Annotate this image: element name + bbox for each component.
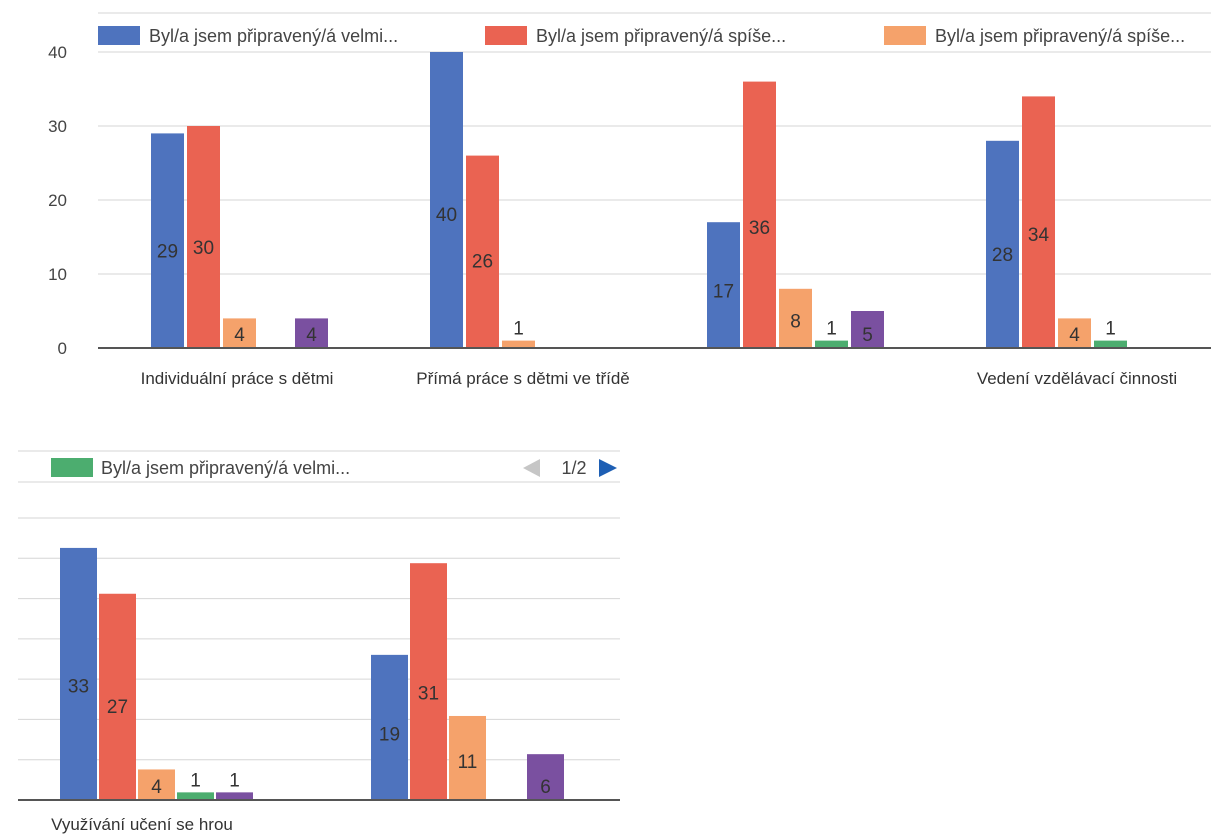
chart-panel-bottom: Byl/a jsem připravený/á velmi... 1/2 33 27 4… — [0, 440, 640, 839]
bar-series-2 — [743, 81, 776, 348]
bar-series-1 — [986, 140, 1019, 348]
y-tick-label: 30 — [48, 117, 67, 136]
legend-label-3: Byl/a jsem připravený/á spíše... — [935, 26, 1185, 46]
bar-series-3 — [502, 340, 535, 348]
data-label: 34 — [1028, 225, 1050, 246]
y-tick-label: 10 — [48, 265, 67, 284]
data-label: 4 — [1069, 325, 1080, 346]
bar-series-2 — [99, 593, 136, 800]
data-label: 30 — [193, 238, 214, 259]
data-label: 36 — [749, 218, 770, 239]
bar-series-1 — [60, 547, 97, 800]
data-label: 8 — [790, 311, 801, 332]
data-label: 5 — [862, 325, 873, 346]
bar-series-3 — [779, 288, 812, 348]
bar-series-4 — [177, 792, 214, 800]
data-label: 11 — [458, 752, 478, 773]
data-label: 4 — [234, 325, 245, 346]
bar-series-1 — [430, 52, 463, 348]
data-label: 1 — [1105, 319, 1116, 340]
bar-series-2 — [466, 155, 499, 348]
bar-series-2 — [187, 126, 220, 348]
y-tick-label: 40 — [48, 43, 67, 62]
x-category-label: Využívání učení se hrou — [51, 815, 233, 834]
legend-label-1: Byl/a jsem připravený/á velmi... — [149, 26, 398, 46]
bar-series-3 — [223, 318, 256, 348]
data-label: 29 — [157, 241, 178, 262]
data-label: 26 — [472, 251, 493, 272]
y-tick-label: 0 — [58, 339, 67, 358]
bar-series-5 — [527, 754, 564, 800]
bar-series-5 — [851, 311, 884, 348]
x-category-label: Vedení vzdělávací činnosti — [977, 369, 1177, 388]
data-label: 17 — [713, 281, 734, 302]
bar-chart-top: 0 10 20 30 40 Byl/a jsem připravený/á velmi..… — [48, 12, 1211, 388]
bar-series-2 — [410, 563, 447, 800]
chart-panel-top: 0 10 20 30 40 Byl/a jsem připravený/á velmi..… — [0, 0, 1211, 400]
data-label: 40 — [436, 205, 457, 226]
data-label: 4 — [306, 325, 317, 346]
data-label: 1 — [826, 319, 837, 340]
bar-series-3 — [449, 715, 486, 800]
legend-swatch-2[interactable] — [485, 26, 527, 45]
triangle-right-icon[interactable] — [599, 459, 617, 477]
bar-series-1 — [371, 654, 408, 800]
bar-series-2 — [1022, 96, 1055, 349]
data-label: 19 — [379, 725, 400, 746]
bar-series-5 — [216, 792, 253, 800]
data-label: 31 — [418, 683, 439, 704]
legend-label-2: Byl/a jsem připravený/á spíše... — [536, 26, 786, 46]
bar-series-1 — [707, 222, 740, 348]
data-label: 1 — [229, 770, 240, 791]
bar-series-4 — [1094, 340, 1127, 348]
data-label: 1 — [190, 770, 201, 791]
data-label: 27 — [107, 697, 128, 718]
y-tick-label: 20 — [48, 191, 67, 210]
legend-swatch-4[interactable] — [51, 458, 93, 477]
data-label: 28 — [992, 245, 1013, 266]
data-label: 4 — [151, 777, 162, 798]
bar-series-4 — [815, 340, 848, 348]
bar-series-1 — [151, 133, 184, 348]
data-label: 33 — [68, 677, 89, 698]
x-category-label: Přímá práce s dětmi ve třídě — [416, 369, 630, 388]
triangle-left-icon[interactable] — [523, 459, 540, 477]
legend-swatch-3[interactable] — [884, 26, 926, 45]
bar-series-3 — [1058, 318, 1091, 348]
data-label: 6 — [540, 777, 551, 798]
bar-chart-bottom: Byl/a jsem připravený/á velmi... 1/2 33 27 4… — [18, 450, 620, 834]
data-label: 1 — [513, 319, 524, 340]
legend-label-4: Byl/a jsem připravený/á velmi... — [101, 458, 350, 478]
bar-series-5 — [295, 318, 328, 348]
bar-series-3 — [138, 769, 175, 800]
x-category-label: Individuální práce s dětmi — [141, 369, 334, 388]
legend-swatch-1[interactable] — [98, 26, 140, 45]
legend-page-indicator: 1/2 — [561, 458, 586, 478]
